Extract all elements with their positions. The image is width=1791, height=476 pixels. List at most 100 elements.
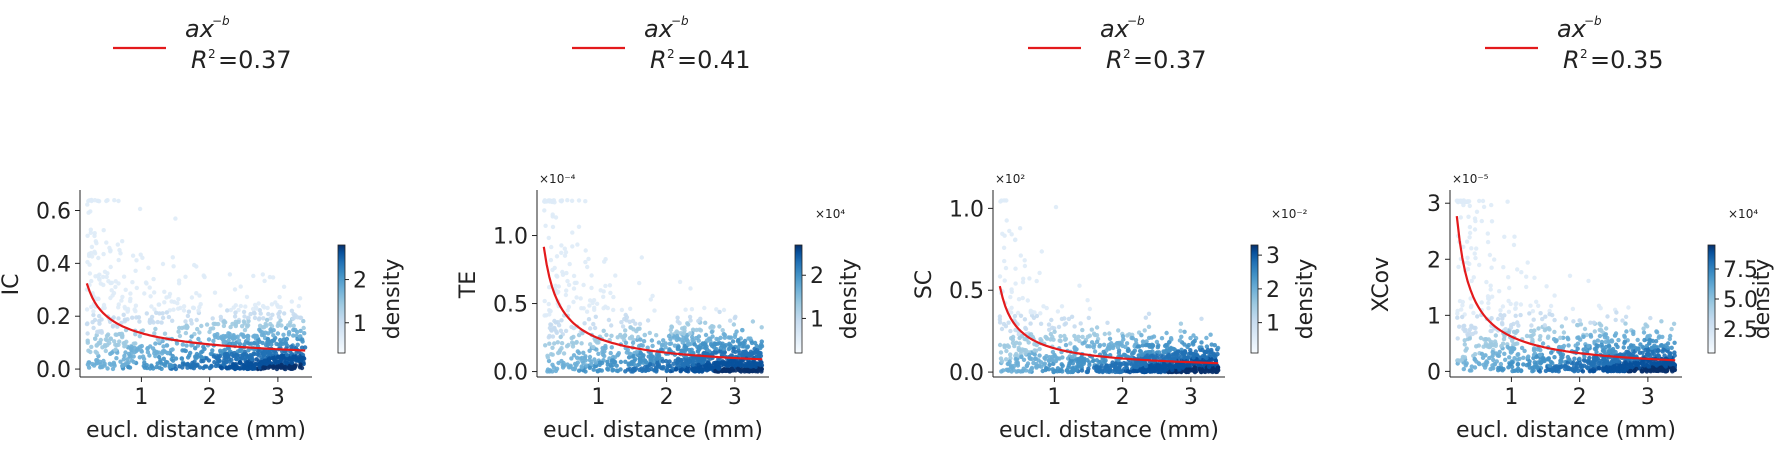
scatter-point: [1505, 344, 1510, 350]
scatter-point: [1644, 368, 1649, 373]
scatter-point: [179, 356, 185, 361]
scatter-point: [1648, 315, 1653, 321]
scatter-point: [714, 350, 719, 355]
scatter-point: [1020, 280, 1026, 285]
scatter-point: [1498, 308, 1503, 313]
scatter-point: [1006, 320, 1011, 325]
scatter-point: [262, 305, 267, 310]
scatter-point: [109, 350, 115, 355]
scatter-point: [638, 351, 644, 356]
y-axis-label: XCov: [1369, 257, 1394, 312]
scatter-point: [1489, 265, 1494, 270]
scatter-point: [228, 307, 233, 313]
scatter-point: [637, 280, 642, 286]
scatter-point: [1507, 355, 1512, 360]
scatter-point: [676, 344, 681, 349]
scatter-point: [554, 254, 560, 259]
scatter-point: [610, 367, 616, 372]
scatter-point: [1487, 355, 1492, 361]
scatter-point: [196, 336, 201, 342]
scatter-point: [1506, 275, 1511, 280]
scatter-point: [116, 302, 122, 307]
scatter-point: [284, 352, 290, 358]
scatter-point: [1146, 324, 1152, 329]
scatter-point: [1108, 368, 1113, 373]
scatter-point: [1080, 327, 1085, 333]
scatter-point: [742, 361, 748, 367]
scatter-point: [234, 365, 239, 371]
scatter-point: [1113, 369, 1118, 375]
scatter-point: [1497, 289, 1502, 294]
scatter-point: [156, 338, 162, 343]
scatter-point: [1559, 345, 1564, 350]
scatter-point: [759, 360, 764, 365]
scatter-point: [734, 329, 739, 334]
scatter-point: [101, 274, 106, 280]
scatter-point: [101, 251, 106, 257]
scatter-point: [689, 347, 694, 352]
x-tick-label: 1: [1504, 385, 1518, 410]
scatter-point: [1168, 336, 1174, 341]
scatter-point: [302, 345, 308, 350]
scatter-point: [103, 348, 109, 354]
scatter-point: [117, 339, 122, 344]
scatter-point: [1124, 341, 1130, 346]
scatter-point: [587, 365, 592, 370]
scatter-point: [1549, 350, 1554, 355]
scatter-point: [1079, 368, 1085, 373]
scatter-point: [576, 224, 582, 229]
scatter-point: [1486, 300, 1491, 306]
scatter-point: [1653, 368, 1659, 373]
scatter-point: [223, 360, 229, 365]
scatter-point: [1044, 305, 1049, 311]
scatter-point: [1132, 348, 1138, 353]
scatter-point: [700, 341, 705, 346]
scatter-point: [1535, 347, 1540, 352]
scatter-point: [672, 343, 678, 348]
scatter-point: [555, 340, 560, 345]
scatter-point: [1060, 369, 1065, 374]
scatter-point: [1623, 314, 1629, 319]
scatter-point: [1140, 352, 1145, 358]
legend-r2-label: R: [1563, 46, 1580, 74]
scatter-point: [661, 338, 666, 343]
scatter-point: [575, 242, 580, 247]
scatter-point: [609, 345, 614, 350]
scatter-point: [561, 360, 566, 366]
scatter-point: [202, 274, 207, 280]
scatter-point: [542, 198, 547, 203]
scatter-point: [1077, 283, 1082, 288]
scatter-point: [245, 337, 251, 342]
x-tick-label: 3: [728, 385, 742, 410]
scatter-point: [226, 338, 231, 343]
scatter-point: [1559, 358, 1564, 363]
scatter-point: [1016, 332, 1021, 337]
scatter-point: [1547, 363, 1552, 368]
scatter-point: [596, 351, 601, 356]
scatter-point: [650, 362, 656, 367]
scatter-point: [1199, 340, 1204, 345]
scatter-point: [291, 312, 296, 317]
scatter-point: [576, 198, 582, 203]
scatter-point: [1469, 303, 1474, 308]
scatter-point: [1186, 342, 1192, 348]
scatter-point: [102, 343, 108, 348]
scatter-point: [1178, 321, 1184, 326]
scatter-point: [1143, 342, 1148, 348]
scatter-point: [297, 365, 303, 370]
scatter-point: [650, 343, 655, 349]
scatter-point: [628, 306, 633, 311]
scatter-point: [1023, 326, 1029, 332]
scatter-point: [291, 327, 296, 333]
scatter-point: [635, 326, 641, 332]
scatter-point: [1502, 313, 1507, 318]
scatter-point: [1668, 333, 1673, 339]
scatter-point: [265, 341, 271, 347]
scatter-point: [1041, 304, 1046, 309]
scatter-point: [1458, 215, 1464, 220]
scatter-point: [206, 358, 212, 363]
scatter-point: [185, 355, 191, 360]
scatter-point: [1089, 327, 1095, 332]
scatter-point: [1168, 364, 1174, 369]
